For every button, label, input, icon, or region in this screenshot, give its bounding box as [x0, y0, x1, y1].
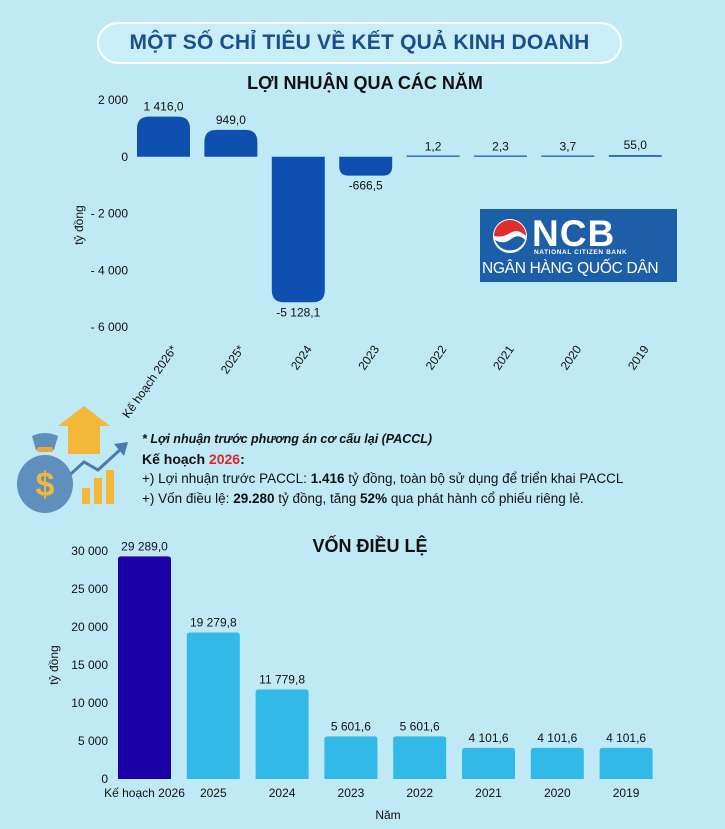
- capital-y-tick-label: 25 000: [71, 582, 108, 596]
- capital-y-tick-label: 10 000: [71, 696, 108, 710]
- profit-category-label: 2020: [558, 342, 585, 372]
- profit-value-label: 2,3: [492, 140, 509, 154]
- plan-line-profit: +) Lợi nhuận trước PACCL: 1.416 tỷ đồng,…: [142, 471, 624, 486]
- profit-value-label: 3,7: [560, 140, 577, 154]
- profit-category-label: 2025*: [218, 342, 248, 376]
- profit-value-label: -666,5: [349, 179, 383, 193]
- plan-heading: Kế hoạch 2026:: [142, 450, 245, 467]
- capital-category-label: 2023: [338, 786, 365, 800]
- money-bag-icon: $: [17, 433, 73, 513]
- capital-bar: [462, 747, 515, 779]
- profit-value-label: 1 416,0: [143, 100, 183, 114]
- profit-bar: [271, 156, 325, 303]
- capital-value-label: 4 101,6: [468, 731, 508, 745]
- ncb-subtitle: NATIONAL CITIZEN BANK: [534, 249, 628, 256]
- capital-category-label: 2021: [475, 786, 502, 800]
- profit-value-label: 949,0: [216, 113, 246, 127]
- profit-bar: [541, 155, 595, 157]
- profit-bar: [204, 129, 258, 157]
- capital-bar: [324, 736, 378, 779]
- capital-value-label: 11 779,8: [259, 672, 305, 686]
- capital-category-label: 2025: [200, 786, 227, 800]
- capital-bar: [393, 736, 447, 779]
- profit-bar: [474, 155, 527, 157]
- growth-arrow-icon: [58, 406, 128, 484]
- profit-category-label: 2019: [625, 342, 652, 372]
- capital-category-label: Kế hoạch 2026: [104, 786, 185, 800]
- profit-category-label: 2021: [490, 342, 517, 372]
- profit-value-label: 55,0: [624, 138, 648, 152]
- capital-y-tick-label: 20 000: [71, 620, 108, 634]
- profit-y-tick-label: - 6 000: [91, 320, 129, 334]
- footnote: * Lợi nhuận trước phương án cơ cấu lại (…: [142, 432, 433, 446]
- capital-y-tick-label: 30 000: [71, 544, 108, 558]
- bar-chart-icon: [82, 470, 114, 504]
- profit-y-tick-label: - 2 000: [91, 207, 129, 221]
- capital-chart-title: VỐN ĐIỀU LỆ: [312, 535, 427, 556]
- capital-y-tick-label: 0: [101, 772, 108, 786]
- capital-bar: [118, 556, 171, 779]
- profit-category-label: 2024: [288, 342, 315, 372]
- capital-category-label: 2022: [406, 786, 433, 800]
- profit-chart-ylabel: tỷ đồng: [72, 205, 86, 244]
- plan-year: 2026: [208, 450, 241, 467]
- capital-value-label: 29 289,0: [121, 539, 168, 553]
- profit-bar: [137, 116, 190, 157]
- capital-value-label: 5 601,6: [400, 719, 440, 733]
- profit-bar: [406, 155, 460, 157]
- plan-notes: * Lợi nhuận trước phương án cơ cấu lại (…: [142, 430, 712, 508]
- profit-chart-title: LỢI NHUẬN QUA CÁC NĂM: [247, 72, 483, 93]
- capital-value-label: 5 601,6: [331, 719, 371, 733]
- page-title: MỘT SỐ CHỈ TIÊU VỀ KẾT QUẢ KINH DOANH: [97, 22, 622, 64]
- capital-value-label: 19 279,8: [190, 615, 237, 629]
- ncb-brand: NCB: [532, 213, 616, 254]
- capital-value-label: 4 101,6: [537, 731, 577, 745]
- capital-category-label: 2024: [269, 786, 296, 800]
- plan-line-capital: +) Vốn điều lệ: 29.280 tỷ đồng, tăng 52%…: [142, 490, 584, 506]
- profit-y-tick-label: 2 000: [98, 93, 128, 107]
- profit-bar: [339, 156, 393, 176]
- capital-bar: [186, 632, 240, 779]
- profit-y-tick-label: 0: [121, 150, 128, 164]
- capital-bar: [530, 747, 584, 779]
- capital-y-tick-label: 15 000: [71, 658, 108, 672]
- profit-bar: [608, 155, 662, 157]
- capital-value-label: 4 101,6: [606, 731, 646, 745]
- capital-y-tick-label: 5 000: [78, 734, 108, 748]
- profit-y-tick-label: - 4 000: [91, 263, 129, 277]
- capital-chart: VỐN ĐIỀU LỆ tỷ đồng Năm 0 5 000 10 000 15 0…: [47, 535, 653, 822]
- ncb-logo: NCB NATIONAL CITIZEN BANK NGÂN HÀNG QUỐC…: [480, 209, 677, 282]
- profit-category-label: 2023: [355, 342, 382, 372]
- profit-value-label: -5 128,1: [276, 305, 320, 319]
- profit-category-label: 2022: [423, 342, 450, 372]
- capital-chart-xlabel: Năm: [375, 808, 400, 822]
- capital-bar: [599, 747, 653, 779]
- capital-chart-ylabel: tỷ đồng: [47, 645, 61, 684]
- ncb-tagline: NGÂN HÀNG QUỐC DÂN: [482, 260, 659, 277]
- svg-text:$: $: [36, 466, 55, 504]
- capital-bar: [255, 689, 309, 779]
- profit-chart: LỢI NHUẬN QUA CÁC NĂM tỷ đồng 2 000 0 - 2 …: [72, 72, 662, 421]
- capital-category-label: 2020: [544, 786, 571, 800]
- profit-value-label: 1,2: [425, 140, 442, 154]
- ncb-emblem-icon: [493, 219, 527, 253]
- growth-illustration: $: [17, 406, 128, 513]
- capital-category-label: 2019: [613, 786, 640, 800]
